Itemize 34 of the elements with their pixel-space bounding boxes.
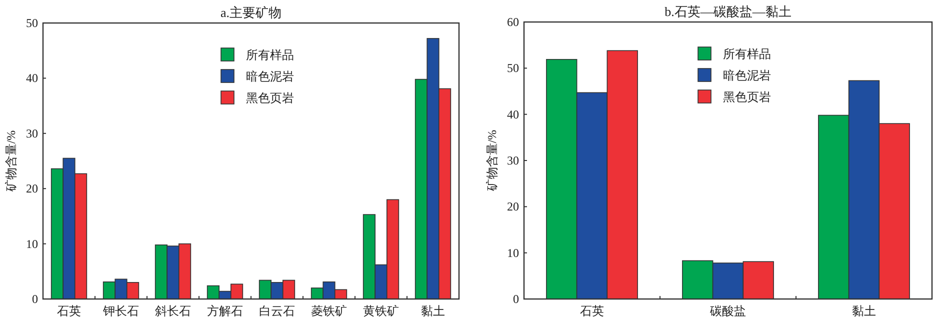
chart-title: b.石英—碳酸盐—黏土 bbox=[664, 4, 792, 19]
y-tick-label: 40 bbox=[26, 71, 38, 86]
x-tick-label: 白云石 bbox=[259, 304, 295, 318]
legend-label: 黑色页岩 bbox=[246, 91, 294, 105]
legend-label: 暗色泥岩 bbox=[723, 68, 771, 82]
x-tick-label: 石英 bbox=[57, 304, 81, 318]
y-tick-label: 60 bbox=[507, 15, 519, 29]
y-axis-title: 矿物含量/% bbox=[4, 130, 18, 193]
y-tick-label: 20 bbox=[26, 182, 38, 196]
y-tick-label: 30 bbox=[26, 126, 38, 140]
x-tick-label: 方解石 bbox=[207, 304, 243, 318]
y-tick-label: 10 bbox=[26, 236, 38, 251]
y-tick-label: 40 bbox=[507, 107, 519, 122]
legend-label: 所有样品 bbox=[246, 48, 294, 62]
x-tick-label: 钾长石 bbox=[102, 304, 139, 318]
y-tick-label: 0 bbox=[32, 292, 38, 306]
y-tick-label: 0 bbox=[513, 292, 519, 306]
y-tick-label: 50 bbox=[507, 61, 519, 76]
x-tick-label: 黏土 bbox=[852, 304, 876, 318]
x-tick-label: 石英 bbox=[580, 304, 604, 318]
y-tick-label: 10 bbox=[507, 246, 519, 260]
y-tick-label: 50 bbox=[26, 16, 38, 30]
y-tick-label: 20 bbox=[507, 200, 519, 214]
chart-title: a.主要矿物 bbox=[220, 5, 282, 20]
y-axis-title: 矿物含量/% bbox=[485, 130, 499, 192]
x-tick-label: 黄铁矿 bbox=[363, 304, 399, 318]
y-tick-label: 30 bbox=[507, 154, 519, 168]
x-tick-label: 斜长石 bbox=[155, 304, 191, 318]
x-tick-label: 菱铁矿 bbox=[311, 304, 347, 318]
x-tick-label: 碳酸盐 bbox=[709, 304, 746, 318]
legend-label: 黑色页岩 bbox=[723, 90, 771, 104]
x-tick-label: 黏土 bbox=[421, 304, 445, 318]
legend-label: 暗色泥岩 bbox=[246, 70, 294, 84]
legend-label: 所有样品 bbox=[723, 47, 771, 61]
